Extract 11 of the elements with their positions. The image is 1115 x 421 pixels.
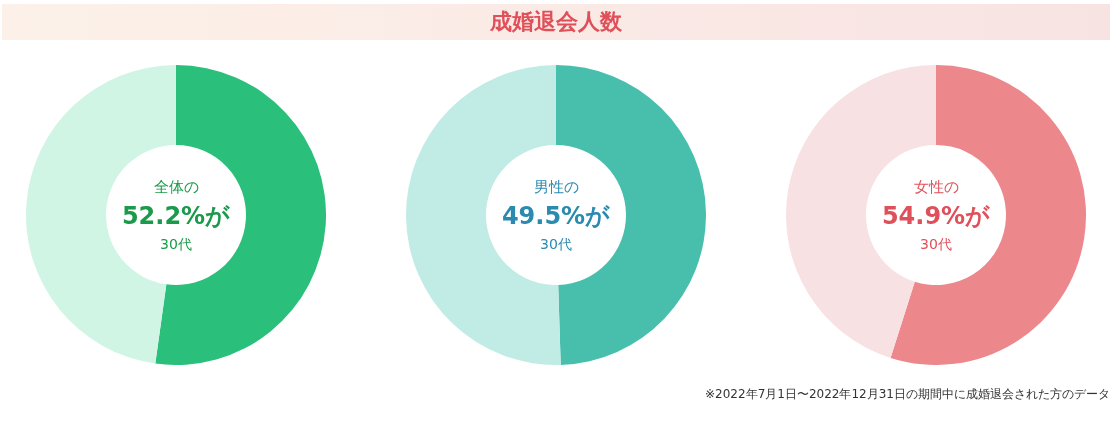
slice-label: 30代 — [540, 236, 572, 252]
chart-title: 成婚退会人数 — [2, 4, 1110, 40]
text: 女性の — [913, 178, 959, 196]
text: 男性の — [533, 178, 579, 196]
text: ※2022年7月1日〜2022年12月31日の期間中に成婚退会された方のデータ — [705, 386, 1110, 403]
text: 全体の — [153, 178, 199, 196]
slice-label: 30代 — [160, 236, 192, 252]
data-label: 52.2%が — [121, 202, 231, 230]
data-label: 49.5%が — [501, 202, 611, 230]
slice-label: 30代 — [920, 236, 952, 252]
data-label: 54.9%が — [881, 202, 991, 230]
